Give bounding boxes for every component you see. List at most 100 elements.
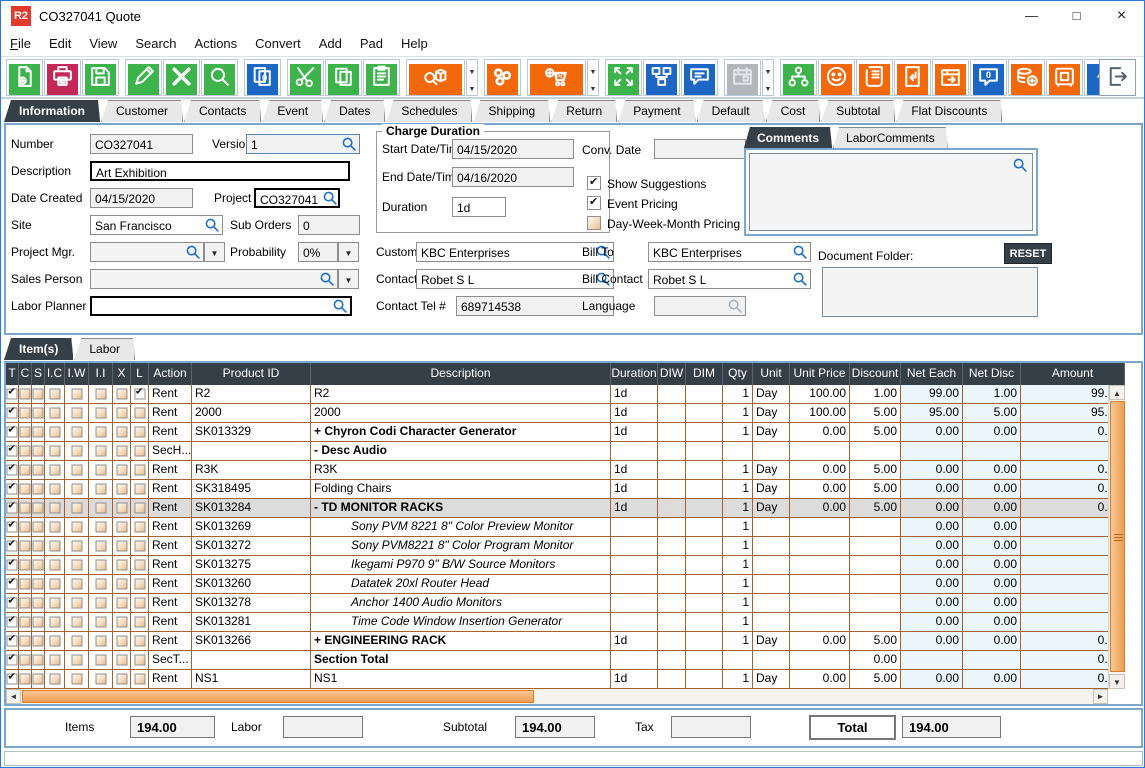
sub-orders-field[interactable]: 0 (298, 215, 360, 235)
l-checkbox[interactable] (134, 387, 145, 400)
l-checkbox[interactable] (134, 559, 145, 571)
l-checkbox[interactable] (134, 635, 145, 647)
tab-item-s-[interactable]: Item(s) (4, 338, 73, 360)
duration-field[interactable]: 1d (452, 197, 506, 217)
x-checkbox[interactable] (116, 502, 127, 514)
contact-field[interactable]: Robet S L (416, 269, 614, 289)
labor-planner-search-icon[interactable] (332, 298, 348, 314)
horizontal-scroll-thumb[interactable] (22, 690, 534, 703)
col-header-s[interactable]: S (32, 363, 45, 385)
iw-checkbox[interactable] (71, 654, 82, 666)
bill-contact-field[interactable]: Robet S L (648, 269, 811, 289)
ic-checkbox[interactable] (49, 426, 60, 438)
horizontal-scrollbar[interactable]: ◄ ► (6, 689, 1108, 704)
project-search-icon[interactable] (322, 190, 338, 206)
tab-customer[interactable]: Customer (101, 100, 183, 122)
t-checkbox[interactable] (6, 520, 18, 533)
t-checkbox[interactable] (6, 482, 18, 495)
col-header-c[interactable]: C (19, 363, 32, 385)
x-checkbox[interactable] (116, 483, 127, 495)
table-row[interactable]: SecH... - Desc Audio (6, 442, 1125, 461)
tab-payment[interactable]: Payment (618, 100, 695, 122)
scroll-list-button[interactable] (856, 59, 893, 96)
copy-zero-button[interactable]: 0 (244, 59, 281, 96)
day-week-month-checkbox[interactable] (587, 216, 601, 230)
search-product-dropdown[interactable]: ▼ ▼ (466, 59, 478, 96)
ic-checkbox[interactable] (49, 407, 60, 419)
customer-field[interactable]: KBC Enterprises (416, 242, 614, 262)
c-checkbox[interactable] (19, 597, 31, 609)
l-checkbox[interactable] (134, 521, 145, 533)
c-checkbox[interactable] (19, 521, 31, 533)
iw-checkbox[interactable] (71, 521, 82, 533)
tab-schedules[interactable]: Schedules (386, 100, 472, 122)
iw-checkbox[interactable] (71, 464, 82, 476)
contact-search-icon[interactable] (595, 271, 611, 287)
col-header-desc[interactable]: Description (311, 363, 611, 385)
ic-checkbox[interactable] (49, 654, 60, 666)
col-header-qty[interactable]: Qty (723, 363, 753, 385)
ic-checkbox[interactable] (49, 559, 60, 571)
ic-checkbox[interactable] (49, 464, 60, 476)
probability-field[interactable]: 0% (298, 242, 338, 262)
s-checkbox[interactable] (32, 483, 44, 495)
ic-checkbox[interactable] (49, 578, 60, 590)
add-po-button[interactable]: PO (527, 59, 586, 96)
ic-checkbox[interactable] (49, 597, 60, 609)
tab-return[interactable]: Return (551, 100, 617, 122)
tab-labor-comments[interactable]: LaborComments (833, 127, 948, 148)
site-field[interactable]: San Francisco (90, 215, 223, 235)
tab-event[interactable]: Event (262, 100, 323, 122)
coins-add-button[interactable] (1008, 59, 1045, 96)
s-checkbox[interactable] (32, 635, 44, 647)
maximize-button[interactable]: □ (1072, 8, 1081, 23)
project-mgr-search-icon[interactable] (185, 244, 201, 260)
col-header-l[interactable]: L (131, 363, 149, 385)
tree-button[interactable] (780, 59, 817, 96)
description-field[interactable]: Art Exhibition (90, 161, 350, 181)
menu-file[interactable]: File (10, 36, 31, 51)
labor-planner-field[interactable] (90, 296, 352, 316)
ii-checkbox[interactable] (95, 578, 106, 590)
t-checkbox[interactable] (6, 387, 18, 400)
probability-dropdown[interactable]: ▼ (338, 242, 359, 262)
l-checkbox[interactable] (134, 407, 145, 419)
edit-button[interactable] (125, 59, 162, 96)
menu-actions[interactable]: Actions (194, 36, 238, 51)
x-checkbox[interactable] (116, 616, 127, 628)
copy-button[interactable] (325, 59, 362, 96)
s-checkbox[interactable] (32, 578, 44, 590)
x-checkbox[interactable] (116, 635, 127, 647)
workflow-button[interactable] (643, 59, 680, 96)
search-button[interactable] (201, 59, 238, 96)
s-checkbox[interactable] (32, 540, 44, 552)
comments-textarea[interactable] (749, 153, 1033, 231)
col-header-duration[interactable]: Duration (611, 363, 658, 385)
col-header-x[interactable]: X (113, 363, 131, 385)
x-checkbox[interactable] (116, 540, 127, 552)
t-checkbox[interactable] (6, 406, 18, 419)
col-header-ii[interactable]: I.I (89, 363, 113, 385)
ic-checkbox[interactable] (49, 502, 60, 514)
t-checkbox[interactable] (6, 577, 18, 590)
ii-checkbox[interactable] (95, 521, 106, 533)
scroll-up-button[interactable]: ▲ (1109, 385, 1125, 400)
scroll-right-button[interactable]: ► (1093, 689, 1108, 704)
c-checkbox[interactable] (19, 445, 31, 457)
t-checkbox[interactable] (6, 425, 18, 438)
c-checkbox[interactable] (19, 483, 31, 495)
doc-return-button[interactable] (894, 59, 931, 96)
paste-button[interactable] (363, 59, 400, 96)
c-checkbox[interactable] (19, 654, 31, 666)
ic-checkbox[interactable] (49, 635, 60, 647)
c-checkbox[interactable] (19, 502, 31, 514)
menu-view[interactable]: View (89, 36, 118, 51)
iw-checkbox[interactable] (71, 559, 82, 571)
site-search-icon[interactable] (204, 217, 220, 233)
